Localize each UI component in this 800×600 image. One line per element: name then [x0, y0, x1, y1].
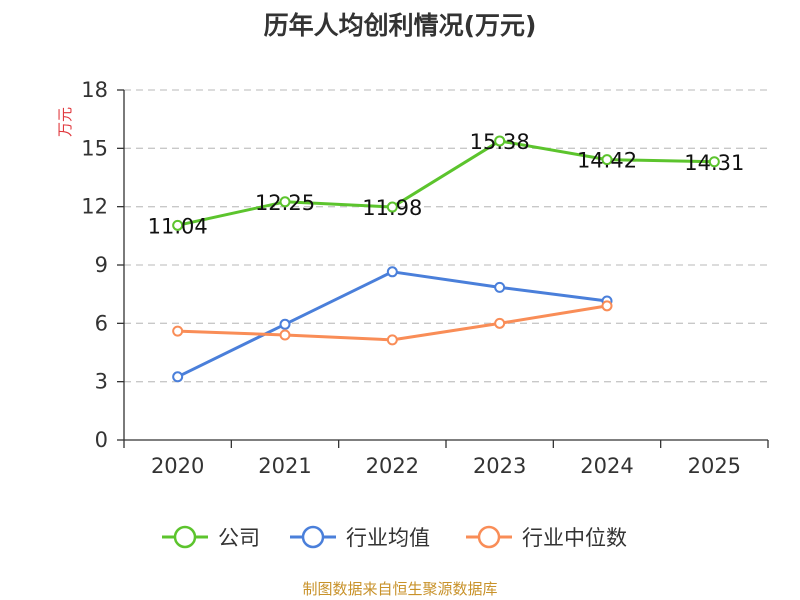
data-point-2-2020: [172, 325, 184, 337]
data-point-0-2025: [708, 156, 720, 168]
axes: 0 3 6 9 12 15 18 2020 2021 2022 2023 2024 2025: [81, 78, 769, 478]
x-tick-label-2023: 2023: [473, 454, 526, 478]
series-line-0: [177, 139, 715, 227]
legend-label-0: 公司: [218, 526, 260, 550]
data-label-2021: 12.25: [255, 191, 315, 215]
legend: 公司 行业均值 行业中位数: [162, 525, 627, 550]
x-tick-label-2022: 2022: [366, 454, 419, 478]
legend-marker-2: [477, 525, 501, 549]
chart-title: 历年人均创利情况(万元): [264, 11, 537, 40]
y-tick-label-0: 0: [95, 428, 108, 452]
x-tick-label-2021: 2021: [258, 454, 311, 478]
legend-marker-0: [173, 525, 197, 549]
data-label-2024: 14.42: [577, 149, 637, 173]
series-layer: [172, 135, 720, 383]
data-point-0-2023: [494, 135, 506, 147]
y-tick-label-12: 12: [81, 195, 108, 219]
y-tick-label-15: 15: [81, 136, 108, 160]
source-note: 制图数据来自恒生聚源数据库: [302, 580, 497, 598]
data-point-2-2023: [494, 317, 506, 329]
legend-marker-1: [301, 525, 325, 549]
data-point-0-2024: [601, 154, 613, 166]
data-point-1-2021: [279, 318, 291, 330]
legend-label-1: 行业均值: [346, 526, 430, 550]
data-point-1-2023: [494, 281, 506, 293]
data-point-0-2020: [172, 219, 184, 231]
gridlines: [124, 89, 768, 383]
data-label-2022: 11.98: [362, 196, 422, 220]
data-point-2-2022: [386, 334, 398, 346]
legend-label-2: 行业中位数: [522, 526, 627, 550]
data-labels: 11.04 12.25 11.98 15.38 14.42 14.31: [148, 130, 745, 238]
data-point-2-2021: [279, 329, 291, 341]
data-point-0-2021: [279, 196, 291, 208]
data-label-2020: 11.04: [148, 214, 208, 238]
data-label-2023: 15.38: [470, 130, 530, 154]
y-axis-unit-label: 万元: [56, 107, 74, 137]
data-point-1-2020: [172, 371, 184, 383]
x-tick-label-2020: 2020: [151, 454, 204, 478]
y-tick-label-3: 3: [95, 370, 108, 394]
x-tick-label-2025: 2025: [688, 454, 741, 478]
data-point-2-2024: [601, 300, 613, 312]
data-point-0-2022: [386, 201, 398, 213]
x-tick-label-2024: 2024: [580, 454, 633, 478]
y-tick-label-9: 9: [95, 253, 108, 277]
y-tick-label-6: 6: [95, 311, 108, 335]
data-point-1-2022: [386, 266, 398, 278]
y-tick-label-18: 18: [81, 78, 108, 102]
series-line-1: [177, 270, 608, 379]
data-label-2025: 14.31: [684, 151, 744, 175]
